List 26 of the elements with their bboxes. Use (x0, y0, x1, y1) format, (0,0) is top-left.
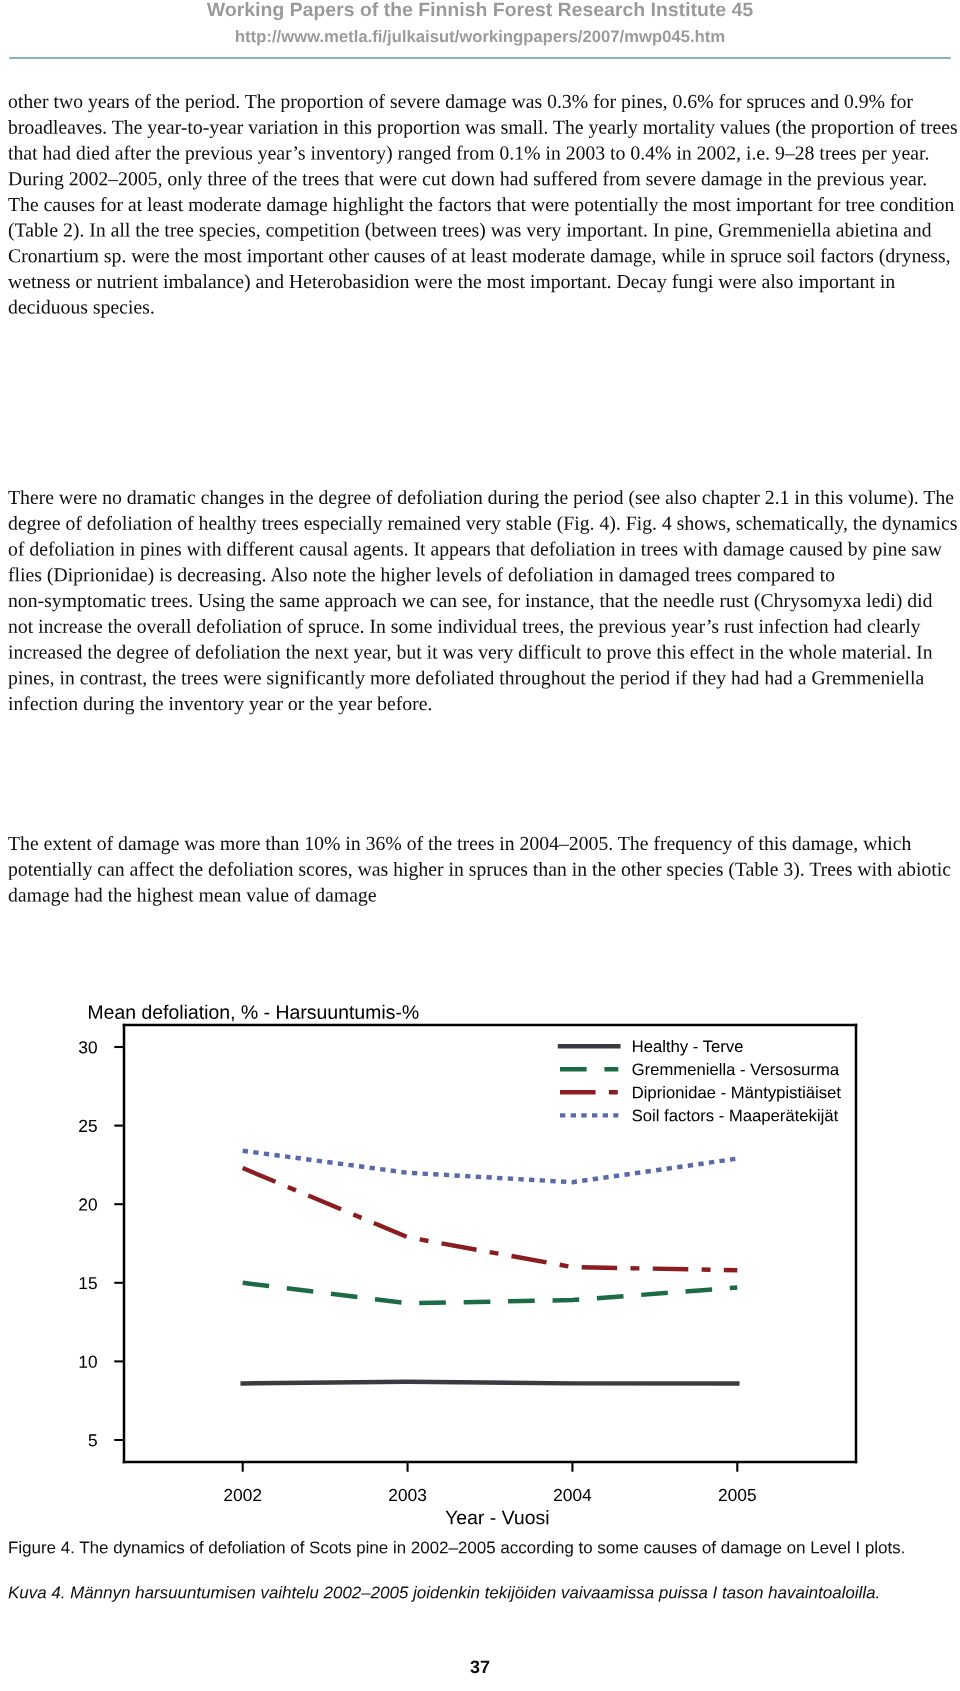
text: Kuva 4. Männyn harsuuntumisen vaihtelu 2002–2005 joidenkin tekijöiden vaivaamissa puissa I tason havaintoaloilla. (8, 1586, 879, 1602)
legend-label: Diprionidae - Mäntypistiäiset (633, 1086, 841, 1102)
legend-label: Gremmeniella - Versosurma (632, 1063, 840, 1076)
text: There were no dramatic changes in the degree of defoliation during the period (see also chapter 2.1 in this volume). The degree of defoliation of healthy trees especially remained very stable (Fig. 4). Fig. 4 shows, schematically, the dynamics of defoliation in pines with different causal agents. It appears that defoliation in trees with damage caused by pine saw flies (Diprionidae) is decreasing. Also note the higher levels of defoliation in damaged trees compared to non-symptomatic trees. Using the same approach we can see, for instance, that the needle rust (Chrysomyxa ledi) did not increase the overall defoliation of spruce. In some individual trees, the previous year’s rust infection had clearly increased the degree of defoliation the next year, but it was very difficult to prove this effect in the whole material. In pines, in contrast, the trees were significantly more defoliated throughout the period if they had had a Gremmeniella infection during the inventory year or the year before. (8, 490, 957, 715)
legend-label: Soil factors - Maaperätekijät (632, 1109, 839, 1125)
y-tick-label: 25 (79, 1119, 97, 1133)
y-tick-label: 10 (79, 1355, 97, 1368)
y-axis-title: Mean defoliation, % - Harsuuntumis-% (89, 1004, 419, 1022)
text: 37 (470, 1660, 490, 1674)
x-axis-title: Year - Vuosi (445, 1510, 549, 1525)
caption: Figure 4. The dynamics of defoliation of Scots pine in 2002–2005 according to some causes of damage on Level I plots. (9, 1541, 904, 1557)
y-tick-label: 15 (79, 1277, 97, 1290)
legend-label: Healthy - Terve (633, 1040, 743, 1056)
x-tick-label: 2005 (718, 1488, 756, 1502)
line-series (240, 1280, 740, 1306)
text: http://www.metla.fi/julkaisut/workingpapers/2007/mwp045.htm (236, 30, 725, 46)
text: Working Papers of the Finnish Forest Research Institute 45 (206, 2, 753, 21)
x-tick-label: 2002 (224, 1488, 262, 1502)
text: other two years of the period. The proportion of severe damage was 0.3% for pines, 0.6% for spruces and 0.9% for broadleaves. The year-to-year variation in this proportion was small. The yearly mortality values (the proportion of trees that had died after the previous year’s inventory) ranged from 0.1% in 2003 to 0.4% in 2002, i.e. 9–28 trees per year. During 2002–2005, only three of the trees that were cut down had suffered from severe damage in the previous year. The causes for at least moderate damage highlight the factors that were potentially the most important for tree condition (Table 2). In all the tree species, competition (between trees) was very important. In pine, Gremmeniella abietina and Cronartium sp. were the most important other causes of at least moderate damage, while in spruce soil factors (dryness, wetness or nutrient imbalance) and Heterobasidion were the most important. Decay fungi were also important in deciduous species. (8, 94, 957, 318)
x-tick-label: 2004 (554, 1488, 592, 1502)
line-series (240, 1165, 740, 1273)
x-tick-label: 2003 (389, 1488, 427, 1502)
y-tick-label: 20 (79, 1198, 97, 1211)
y-tick-label: 5 (88, 1434, 97, 1447)
y-tick-label: 30 (78, 1041, 97, 1054)
text: The extent of damage was more than 10% in 36% of the trees in 2004–2005. The frequency of this damage, which potentially can affect the defoliation scores, was higher in spruces than in the other species (Table 3). Trees with abiotic damage had the highest mean value of damage (8, 836, 951, 906)
